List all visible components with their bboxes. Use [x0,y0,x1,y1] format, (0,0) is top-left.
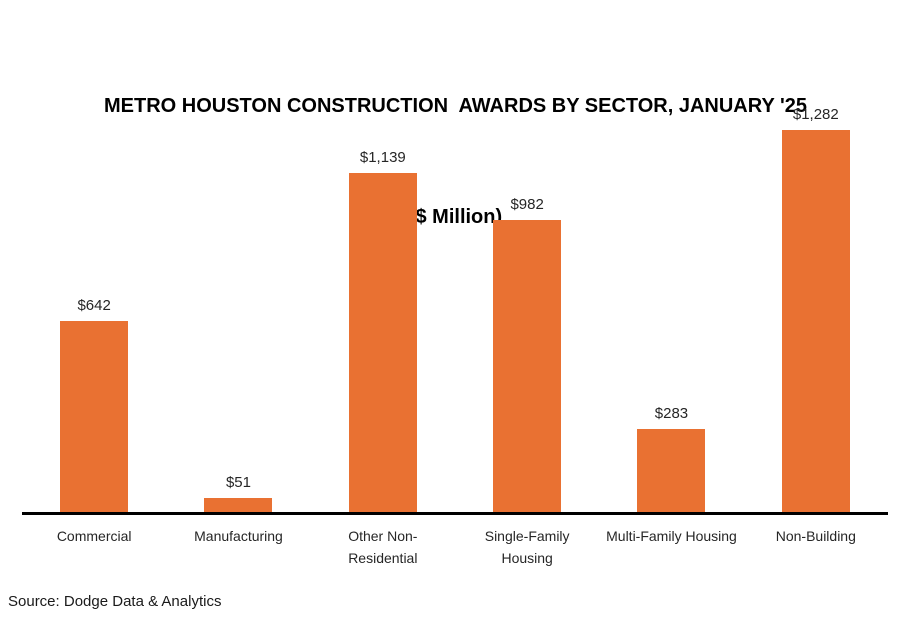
bar-commercial [60,321,129,513]
category-labels-row: Commercial Manufacturing Other Non- Reside… [22,525,888,569]
bar-slot: $642 [22,297,166,513]
category-label: Other Non- Residential [348,528,418,566]
category-label: Commercial [56,528,132,544]
bar-slot: $1,282 [744,106,888,513]
category-label: Multi-Family Housing [606,528,737,544]
category-label: Manufacturing [194,528,283,544]
bar-slot: $1,139 [311,149,455,513]
bar-value-label: $982 [510,196,544,213]
x-axis-line [22,512,888,515]
bar-non-building [781,130,850,513]
bar-value-label: $51 [225,474,251,491]
bar-slot: $51 [166,474,310,513]
bar-value-label: $283 [654,405,689,422]
bar-value-label: $1,282 [792,106,839,123]
bar-value-label: $1,139 [359,149,406,166]
bar-value-label: $642 [77,297,111,314]
plot-area: $642 $51 $1,139 $982 $283 $1,282 [22,95,888,513]
bars-row: $642 $51 $1,139 $982 $283 $1,282 [22,95,888,513]
bar-other-non [348,173,417,513]
bar-slot: $283 [599,405,743,513]
category-label: Single-Family Housing [484,528,570,566]
bar-multi-family-housing [637,429,706,513]
bar-manufacturing [204,498,273,513]
category-label: Non-Building [775,528,856,544]
bar-slot: $982 [455,196,599,513]
source-text: Source: Dodge Data & Analytics [8,593,222,610]
bar-single-family [493,220,562,513]
chart-title-line1: METRO HOUSTON CONSTRUCTION AWARDS BY SEC… [104,95,807,117]
